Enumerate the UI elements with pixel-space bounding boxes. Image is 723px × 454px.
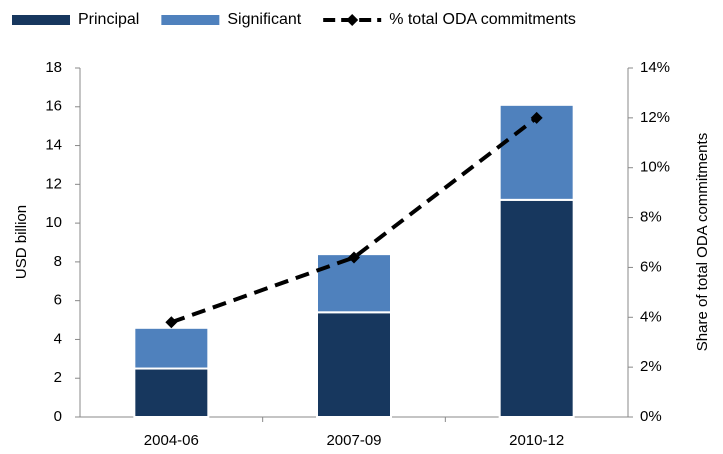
y-axis-label: USD billion	[13, 205, 30, 279]
y-tick-label: 4	[54, 330, 62, 347]
y2-tick-label: 8%	[640, 209, 662, 226]
y2-tick-label: 2%	[640, 358, 662, 375]
legend-label: Principal	[78, 11, 139, 28]
line-marker	[348, 251, 360, 264]
y-tick-label: 18	[45, 59, 62, 76]
bar-segment	[133, 326, 210, 370]
y-tick-label: 12	[45, 175, 62, 192]
legend-swatch	[12, 15, 70, 25]
legend-swatch	[161, 15, 220, 25]
bar-segment	[133, 367, 210, 418]
line-marker	[165, 316, 178, 329]
y2-tick-label: 6%	[640, 258, 662, 275]
y2-tick-label: 0%	[640, 408, 662, 425]
y2-tick-label: 4%	[640, 308, 662, 325]
y-tick-label: 10	[45, 214, 62, 231]
y-tick-label: 16	[45, 98, 62, 115]
y2-tick-label: 14%	[640, 59, 670, 76]
x-tick-label: 2010-12	[509, 432, 564, 449]
y-tick-label: 6	[54, 292, 62, 309]
x-tick-label: 2004-06	[144, 432, 199, 449]
legend-label: Significant	[227, 11, 301, 28]
y-tick-label: 14	[45, 137, 62, 154]
legend-label: % total ODA commitments	[389, 11, 576, 28]
y-tick-label: 2	[54, 369, 62, 386]
bar-segment	[316, 311, 392, 418]
y2-tick-label: 10%	[640, 159, 670, 176]
y2-tick-label: 12%	[640, 109, 670, 126]
bar-segment	[316, 253, 392, 314]
y2-axis-label: Share of total ODA commitments	[694, 133, 711, 351]
y-tick-label: 8	[54, 253, 62, 270]
bar-segment	[498, 198, 575, 418]
y-tick-label: 0	[54, 408, 62, 425]
x-tick-label: 2007-09	[326, 432, 381, 449]
line-marker	[530, 111, 543, 124]
legend-marker	[346, 14, 359, 26]
